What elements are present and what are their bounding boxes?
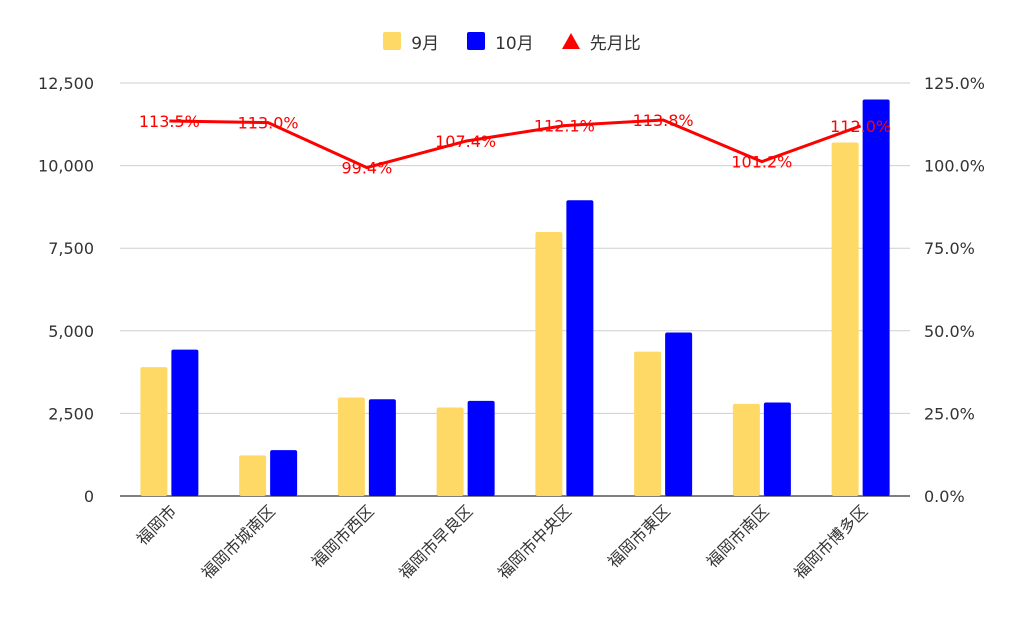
y-left-tick-label: 2,500 — [48, 404, 94, 423]
data-label-ratio: 112.0% — [830, 117, 891, 136]
x-tick-label: 福岡市博多区 — [790, 501, 871, 582]
line-ratio — [169, 118, 862, 170]
y-right-tick-label: 75.0% — [924, 239, 975, 258]
x-tick-label: 福岡市南区 — [703, 501, 773, 571]
bar-sep — [831, 142, 859, 497]
bar-oct — [862, 99, 890, 497]
legend-label-ratio: 先月比 — [589, 33, 641, 54]
legend-swatch-sep — [383, 32, 402, 50]
data-label-ratio: 113.8% — [633, 111, 694, 130]
bar-oct — [270, 450, 298, 496]
y-right-tick-label: 25.0% — [924, 404, 975, 423]
bar-sep — [337, 397, 365, 496]
y-left-tick-label: 5,000 — [48, 322, 94, 341]
data-label-ratio: 101.2% — [731, 153, 792, 172]
data-label-ratio: 107.4% — [435, 132, 496, 151]
bar-oct — [368, 399, 396, 496]
y-left-tick-label: 7,500 — [48, 239, 94, 258]
bar-sep — [535, 232, 563, 496]
bar-sep — [239, 455, 267, 496]
y-left-tick-label: 12,500 — [38, 74, 94, 93]
bar-oct — [467, 400, 495, 496]
y-right-tick-label: 100.0% — [924, 157, 985, 176]
data-label-ratio: 113.0% — [238, 114, 299, 133]
bar-oct — [665, 332, 693, 496]
legend-label-oct: 10月 — [495, 33, 534, 54]
bar-oct — [763, 402, 791, 496]
bar-sep — [634, 351, 662, 496]
bar-oct — [171, 349, 199, 496]
x-tick-label: 福岡市早良区 — [395, 501, 476, 582]
legend-item-ratio: 先月比 — [561, 29, 641, 54]
legend-triangle-icon — [561, 33, 580, 49]
bar-sep — [140, 367, 168, 496]
x-tick-label: 福岡市西区 — [308, 501, 378, 571]
x-tick-label: 福岡市東区 — [604, 501, 674, 571]
legend-swatch-oct — [467, 32, 486, 50]
legend-label-sep: 9月 — [411, 33, 440, 54]
y-right-tick-label: 50.0% — [924, 322, 975, 341]
bar-oct — [566, 200, 594, 497]
y-left-tick-label: 10,000 — [38, 157, 94, 176]
y-left-tick-label: 0 — [84, 487, 94, 506]
y-right-tick-label: 0.0% — [924, 487, 965, 506]
legend: 9月 10月 先月比 — [0, 26, 1024, 56]
x-tick-label: 福岡市 — [133, 501, 180, 548]
bar-sep — [436, 407, 464, 496]
bar-sep — [732, 403, 760, 496]
legend-item-sep: 9月 — [383, 29, 439, 54]
x-tick-label: 福岡市城南区 — [198, 501, 279, 582]
data-label-ratio: 113.5% — [139, 112, 200, 131]
y-right-tick-label: 125.0% — [924, 74, 985, 93]
data-label-ratio: 99.4% — [341, 159, 392, 178]
legend-item-oct: 10月 — [467, 29, 534, 54]
data-label-ratio: 112.1% — [534, 117, 595, 136]
x-tick-label: 福岡市中央区 — [494, 501, 575, 582]
